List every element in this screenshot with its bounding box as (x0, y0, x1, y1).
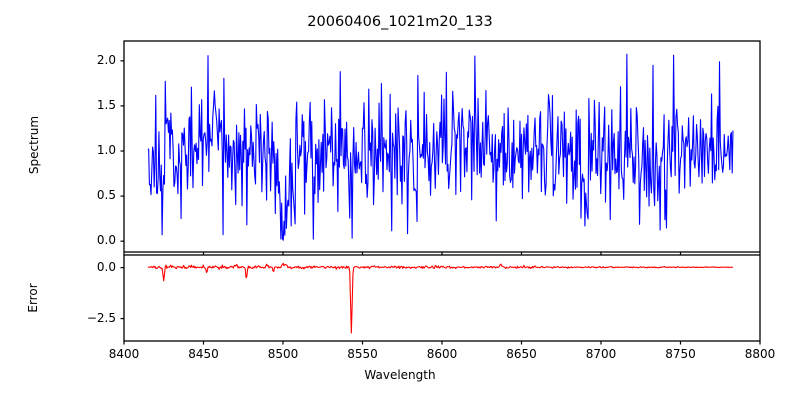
xtick-label: 8550 (347, 347, 378, 361)
figure-title: 20060406_1021m20_133 (307, 14, 493, 30)
xtick-label: 8450 (188, 347, 219, 361)
xtick-label: 8800 (744, 347, 776, 361)
spectrum-panel-ytick-label: 0.5 (96, 188, 116, 203)
error-trace (147, 262, 734, 334)
spectrum-trace (147, 53, 734, 241)
error-axis-label: Error (26, 283, 40, 313)
spectrum-panel-ytick-label: 1.5 (96, 97, 116, 112)
error-panel-ytick-label: −2.5 (86, 310, 116, 325)
xtick-label: 8600 (426, 347, 458, 361)
spectrum-axis-label: Spectrum (27, 115, 41, 175)
spectrum-panel-ytick-label: 1.0 (96, 143, 116, 157)
spectrum-panel-ytick-label: 0.0 (96, 233, 116, 248)
xtick-label: 8700 (585, 347, 617, 361)
xtick-label: 8750 (665, 347, 696, 361)
error-panel-frame (120, 254, 761, 345)
xtick-label: 8400 (108, 347, 140, 361)
xtick-label: 8500 (267, 347, 299, 361)
wavelength-axis-label: Wavelength (364, 368, 436, 382)
error-panel-ytick-label: 0.0 (96, 259, 116, 274)
xtick-label: 8650 (506, 347, 537, 361)
spectrum-panel-ytick-label: 2.0 (96, 52, 116, 67)
